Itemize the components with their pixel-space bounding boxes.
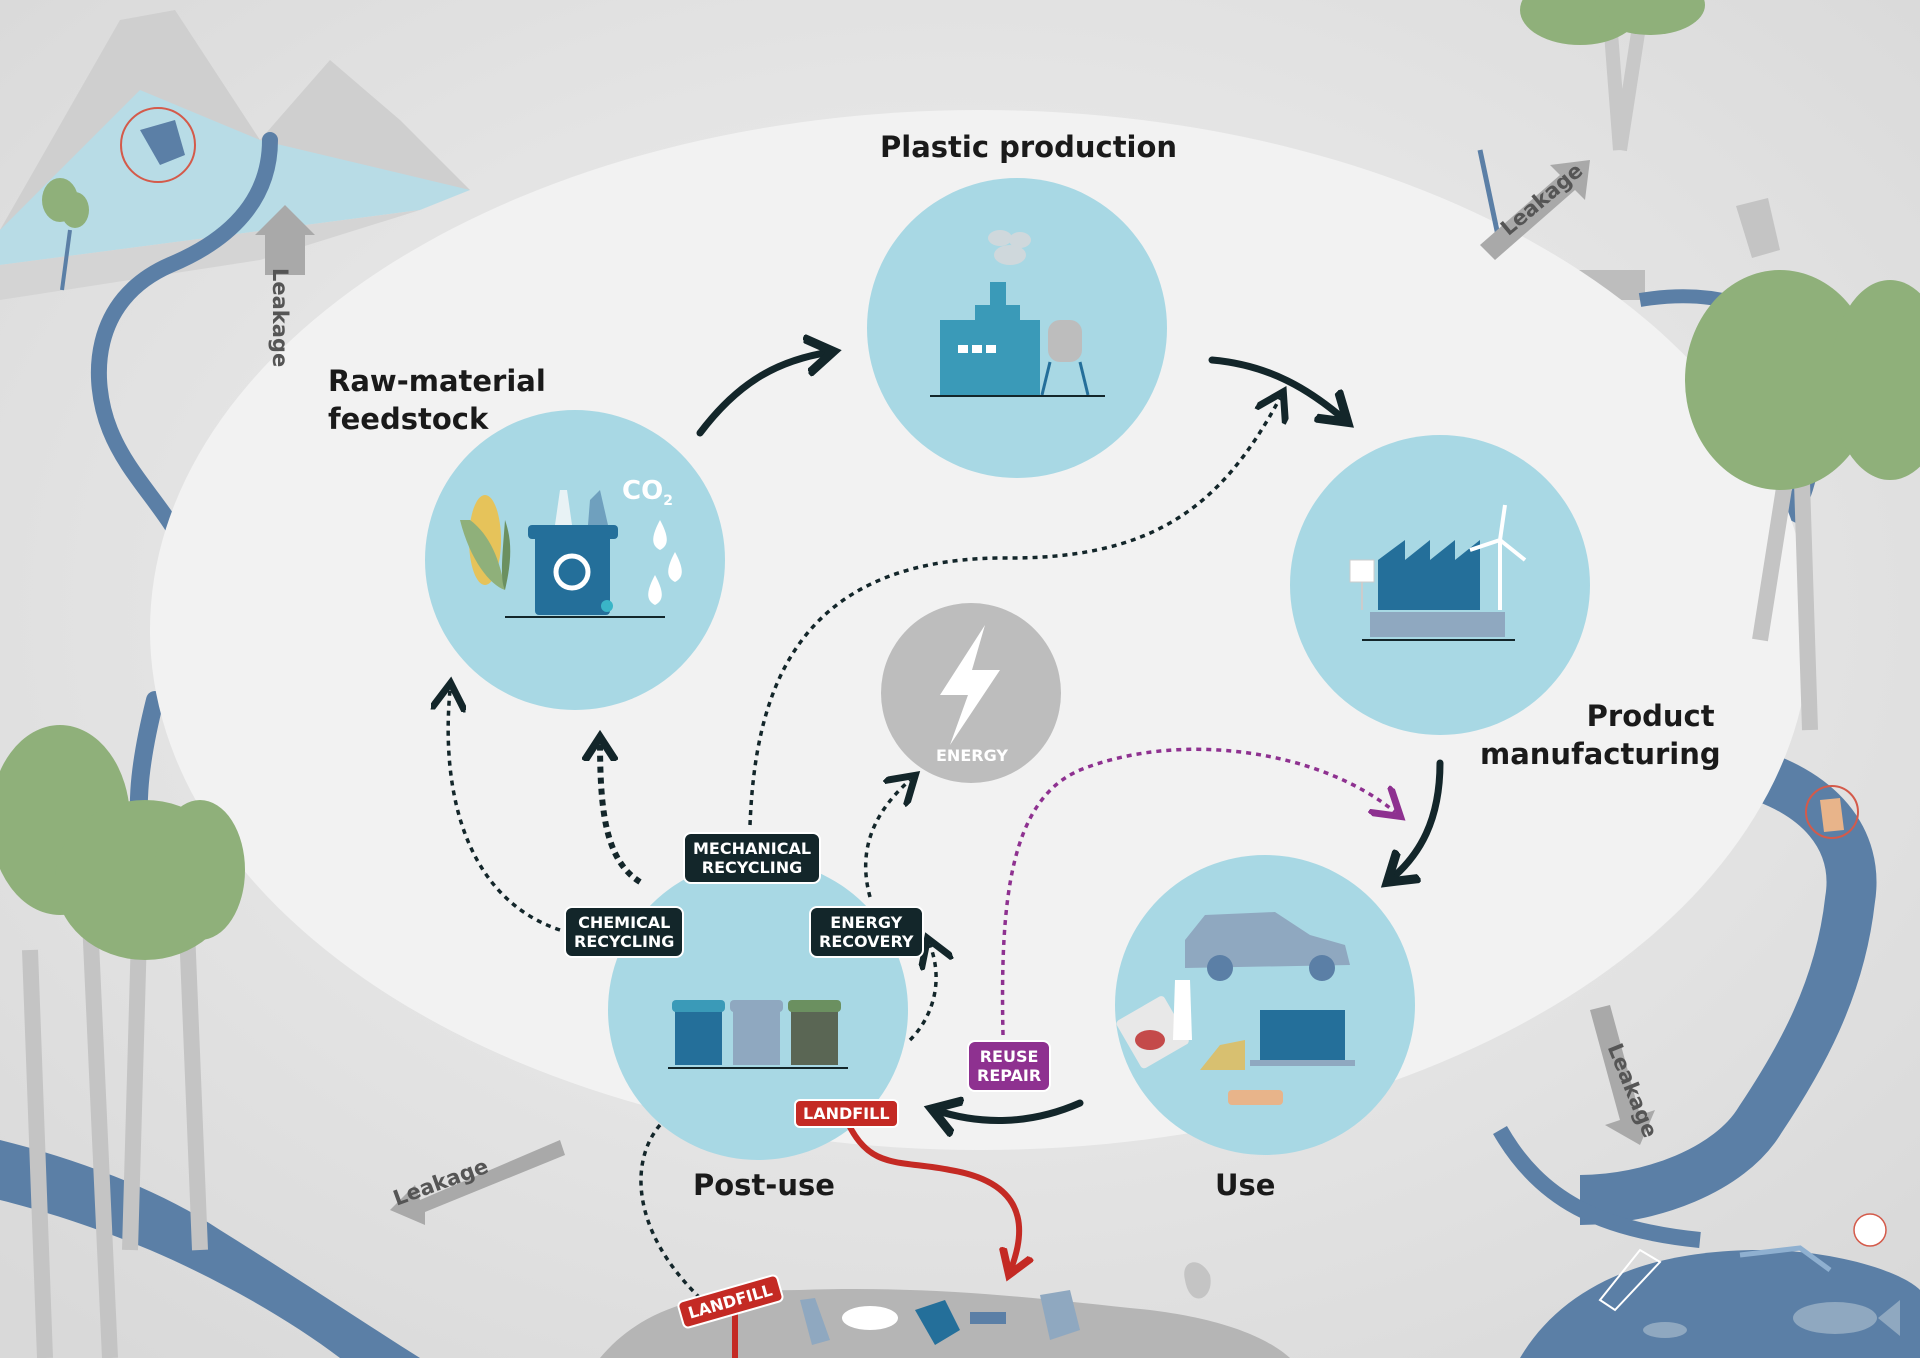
energy-recovery-tag: ENERGY RECOVERY [809, 906, 924, 958]
fish-icons [1598, 1213, 1900, 1338]
plastic-bag-icon [140, 120, 185, 165]
arrow-energy-recovery-to-energy [863, 780, 910, 898]
mechanical-recycling-line1: MECHANICAL [693, 839, 812, 858]
co2-sub: 2 [663, 493, 673, 510]
leakage-arrow-top-left [255, 205, 315, 275]
recycling-bin-icon [528, 490, 618, 615]
arrow-mechanical-to-feedstock [600, 740, 642, 885]
mechanical-recycling-line2: RECYCLING [701, 858, 803, 877]
water-drops-icon [648, 520, 682, 605]
arrow-manufacturing-to-use [1390, 759, 1444, 880]
reuse-repair-tag: REUSE REPAIR [967, 1040, 1052, 1092]
product-manufacturing-label-line2: manufacturing [1480, 737, 1721, 771]
waste-bins-icon [672, 1000, 841, 1065]
raw-material-label-line2: feedstock [328, 402, 489, 436]
bandage-icon [1820, 798, 1844, 832]
post-use-label: Post-use [693, 1168, 835, 1202]
leakage-arrow-bottom-right [1590, 1005, 1655, 1145]
arrow-feedstock-to-production [696, 352, 830, 437]
arrow-reuse-repair [1000, 747, 1395, 1036]
product-manufacturing-label: Product manufacturing [1480, 697, 1721, 773]
manufacturing-plant-icon [1349, 504, 1527, 637]
river-top-left [90, 132, 278, 568]
arrow-landfill [845, 1120, 1019, 1272]
arrow-use-to-post-use [935, 1103, 1084, 1120]
product-manufacturing-label-line1: Product [1586, 699, 1715, 733]
raw-material-label: Raw-material feedstock [328, 362, 546, 438]
use-circle [1115, 855, 1415, 1155]
arrow-production-to-manufacturing [1208, 356, 1345, 420]
lightning-icon [940, 625, 1000, 745]
arrow-chemical-to-feedstock [448, 690, 561, 932]
co2-main: CO [622, 476, 664, 506]
plastic-production-label: Plastic production [880, 130, 1178, 164]
energy-recovery-line2: RECOVERY [819, 932, 914, 951]
chemical-recycling-line2: RECYCLING [574, 932, 675, 951]
corn-icon [460, 495, 511, 590]
landfill-tag: LANDFILL [794, 1099, 899, 1128]
landfill-litter [800, 1262, 1211, 1345]
reuse-repair-line2: REPAIR [977, 1066, 1042, 1085]
mechanical-recycling-tag: MECHANICAL RECYCLING [683, 832, 822, 884]
litter-circle-right [1805, 785, 1859, 839]
trees-right [1685, 270, 1920, 731]
factory-icon [940, 230, 1090, 396]
litter-circle-top-left [120, 107, 196, 183]
leakage-arrow-top-right [1480, 160, 1590, 260]
river-bottom-right [1493, 1126, 1701, 1248]
chemical-recycling-tag: CHEMICAL RECYCLING [564, 906, 685, 958]
mountain-landscape-top-left [0, 10, 470, 300]
energy-recovery-line1: ENERGY [830, 913, 903, 932]
tree-top-left [42, 178, 89, 291]
use-products-icons [1116, 912, 1355, 1105]
leakage-arrow-bottom-left [390, 1140, 565, 1225]
use-label: Use [1215, 1168, 1276, 1202]
energy-label: ENERGY [936, 746, 1008, 765]
raw-material-label-line1: Raw-material [328, 364, 546, 398]
chemical-recycling-line1: CHEMICAL [578, 913, 671, 932]
co2-label: CO2 [622, 476, 673, 509]
trees-left [0, 725, 245, 1358]
cup-icon [1736, 198, 1780, 258]
arrow-post-use-to-landfill-dotted [639, 1123, 702, 1300]
reuse-repair-line1: REUSE [979, 1047, 1039, 1066]
leakage-label-top-left: Leakage [268, 268, 292, 368]
